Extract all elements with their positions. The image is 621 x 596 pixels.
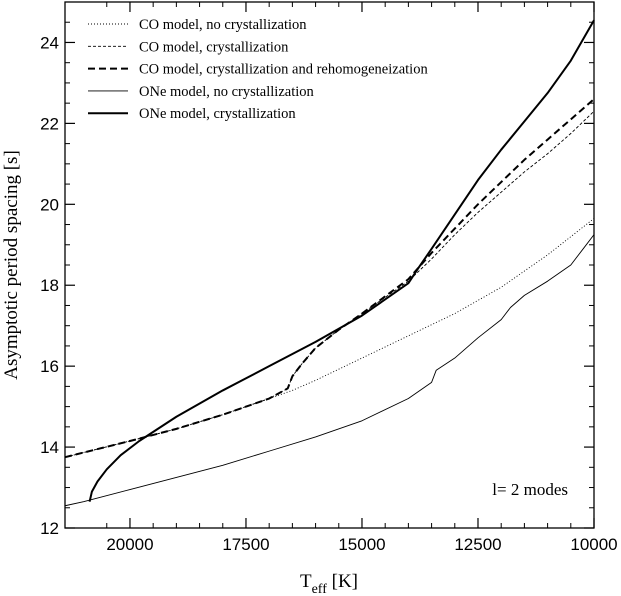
- x-axis-title-unit: [K]: [327, 571, 358, 592]
- series-line-2: [64, 110, 595, 458]
- legend-label-5: ONe model, crystallization: [139, 106, 296, 122]
- y-tick-label: 16: [40, 357, 59, 376]
- plot-frame: [64, 1, 595, 529]
- x-axis-title-main: T: [300, 571, 312, 592]
- series-line-5: [88, 19, 595, 502]
- series-line-4: [64, 234, 595, 507]
- legend-label-2: CO model, crystallization: [139, 39, 289, 55]
- ticks: 20000 17500 15000 12500 10000 12 14 16 18 20 22 24: [40, 2, 618, 554]
- series-layer: [64, 19, 595, 507]
- x-tick-label: 17500: [222, 535, 269, 554]
- x-tick-label: 10000: [570, 535, 617, 554]
- y-tick-label: 12: [40, 519, 59, 538]
- legend-label-1: CO model, no crystallization: [139, 17, 307, 33]
- series-line-3: [64, 98, 595, 459]
- y-tick-label: 20: [40, 195, 59, 214]
- y-tick-label: 24: [40, 33, 59, 52]
- y-tick-label: 14: [40, 438, 59, 457]
- x-axis-title-sub: eff: [312, 582, 328, 596]
- legend: CO model, no crystallization CO model, cr…: [88, 17, 428, 122]
- y-tick-label: 18: [40, 276, 59, 295]
- x-tick-label: 12500: [454, 535, 501, 554]
- x-tick-label: 15000: [338, 535, 385, 554]
- x-axis-title: Teff [K]: [300, 571, 358, 596]
- y-tick-label: 22: [40, 114, 59, 133]
- annotation-label: l= 2 modes: [492, 480, 568, 499]
- x-tick-label: 20000: [106, 535, 153, 554]
- legend-label-4: ONe model, no crystallization: [139, 84, 315, 100]
- legend-label-3: CO model, crystallization and rehomogene…: [139, 62, 428, 78]
- y-axis-title: Asymptotic period spacing [s]: [1, 150, 22, 380]
